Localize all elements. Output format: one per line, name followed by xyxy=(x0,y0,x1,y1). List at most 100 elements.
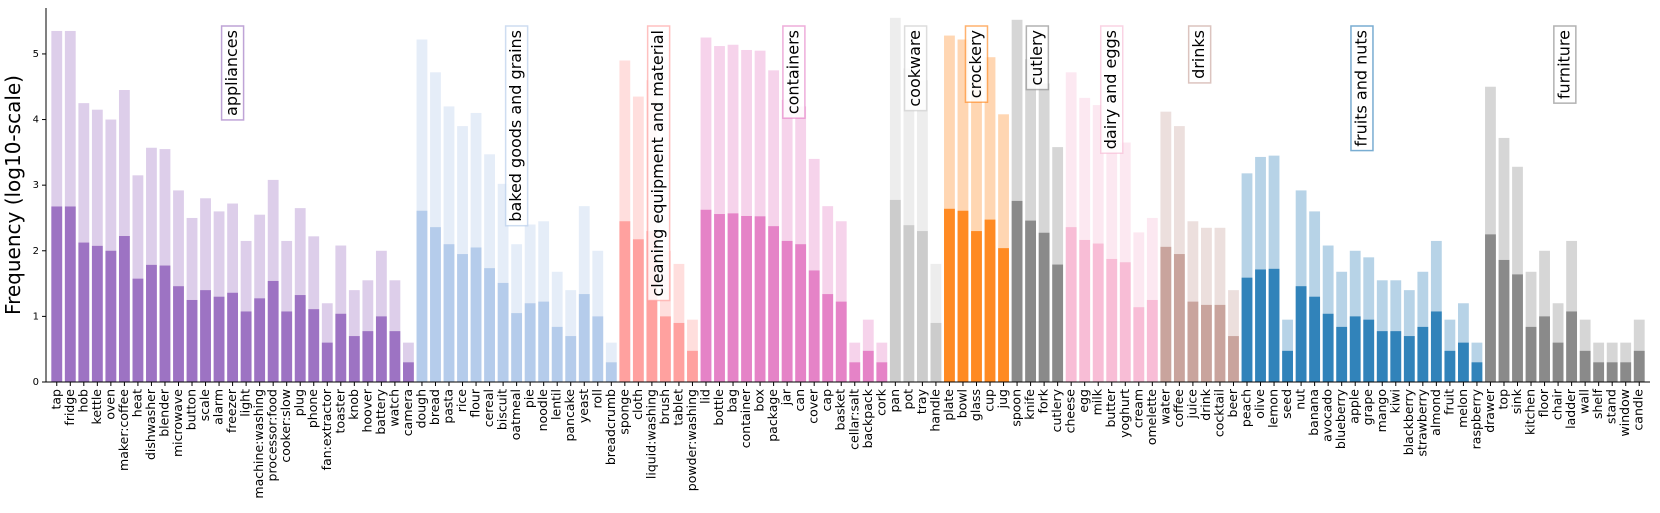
x-tick-label: yeast xyxy=(576,389,591,423)
x-tick-label: bottle xyxy=(711,389,726,426)
x-tick-label: shelf xyxy=(1590,388,1605,419)
x-tick-label: cooker:slow xyxy=(278,389,293,463)
bar-half-noodle xyxy=(538,301,550,382)
bar-half-top xyxy=(1498,259,1510,382)
bar-half-plug xyxy=(294,295,306,382)
group-label-box xyxy=(1025,25,1050,91)
x-tick-label: knob xyxy=(346,389,361,420)
bar-half-cup xyxy=(984,219,996,382)
bar-half-tray xyxy=(916,231,928,382)
x-tick-label: bag xyxy=(725,389,740,413)
bar-half-spoon xyxy=(1011,200,1023,382)
x-tick-label: cheese xyxy=(1063,389,1078,434)
bar-half-hoover xyxy=(362,331,374,382)
bar-half-sponge xyxy=(619,221,631,382)
group-label-box xyxy=(646,25,671,302)
bar-total-nut xyxy=(1295,190,1307,382)
bar-half-alarm xyxy=(213,296,225,382)
bar-half-oven xyxy=(105,250,117,382)
bar-half-cloth xyxy=(632,239,644,382)
bar-half-window xyxy=(1620,362,1632,382)
x-tick-label: seed xyxy=(1279,389,1294,419)
bar-half-glass xyxy=(971,231,982,382)
x-tick-label: tap xyxy=(48,389,63,410)
group-label-text: dairy and eggs xyxy=(1101,30,1120,149)
bar-total-drawer xyxy=(1485,86,1496,382)
bar-half-breadcrumb xyxy=(605,362,617,382)
x-tick-label: pasta xyxy=(441,389,456,424)
bar-half-light xyxy=(240,311,252,382)
x-tick-label: package xyxy=(765,389,780,442)
group-label-text: cutlery xyxy=(1027,30,1046,86)
bar-half-banana xyxy=(1309,296,1321,382)
bar-half-container xyxy=(741,215,752,382)
bar-half-phone xyxy=(308,309,320,382)
group-label-text: cleaning equipment and material xyxy=(648,30,667,297)
bars-layer xyxy=(51,17,1645,383)
bar-total-candle xyxy=(1633,319,1645,382)
bar-half-bottle xyxy=(714,214,725,382)
y-ticks-layer: 0 1 2 3 4 5 xyxy=(33,49,46,388)
x-tick-label: sponge xyxy=(616,389,631,435)
x-tick-label: toaster xyxy=(332,388,347,433)
bar-half-pie xyxy=(524,303,536,382)
x-tick-label: spoon xyxy=(1009,389,1024,427)
x-ticks-layer: tapfridgehobkettleovenmaker:coffeeheatdi… xyxy=(48,382,1646,499)
bar-total-powder-washing xyxy=(687,319,698,382)
x-tick-label: noodle xyxy=(535,389,550,432)
bar-half-drink xyxy=(1201,304,1212,382)
x-tick-label: cover xyxy=(806,388,821,424)
x-tick-label: jug xyxy=(995,389,1010,409)
x-tick-label: almond xyxy=(1428,389,1443,436)
bar-half-powder-washing xyxy=(687,350,698,382)
x-tick-label: box xyxy=(752,389,767,412)
x-tick-label: tablet xyxy=(670,389,685,426)
bar-half-flour xyxy=(470,247,482,382)
bar-half-machine-washing xyxy=(254,298,266,382)
x-tick-label: nut xyxy=(1293,389,1308,410)
x-tick-label: kettle xyxy=(89,389,104,425)
x-tick-label: ladder xyxy=(1563,388,1578,429)
x-tick-label: cutlery xyxy=(1049,388,1064,432)
bar-half-brush xyxy=(659,316,671,382)
x-tick-label: phone xyxy=(305,389,320,428)
x-tick-label: microwave xyxy=(170,389,185,457)
bar-half-knob xyxy=(348,336,360,382)
x-tick-label: avocado xyxy=(1320,389,1335,442)
x-tick-label: coffee xyxy=(1171,389,1186,428)
x-tick-label: lid xyxy=(697,389,712,404)
bar-half-tablet xyxy=(673,322,685,382)
bar-half-lentil xyxy=(551,326,563,382)
group-label-cutlery: cutlery xyxy=(1025,25,1050,91)
x-tick-label: maker:coffee xyxy=(116,389,131,471)
x-tick-label: bread xyxy=(427,389,442,425)
x-tick-label: cream xyxy=(1130,389,1145,428)
bar-half-toaster xyxy=(335,313,347,382)
group-label-text: baked goods and grains xyxy=(506,30,525,222)
group-label-text: furniture xyxy=(1554,30,1573,99)
bar-half-kiwi xyxy=(1390,331,1402,382)
y-tick-label: 5 xyxy=(33,49,39,60)
bar-half-camera xyxy=(403,362,414,382)
x-tick-label: chair xyxy=(1550,388,1565,420)
bar-total-dough xyxy=(416,39,428,382)
x-tick-label: wall xyxy=(1577,389,1592,414)
x-tick-label: raspberry xyxy=(1468,388,1483,449)
bar-half-cap xyxy=(822,294,834,382)
x-tick-label: grape xyxy=(1360,389,1375,426)
bar-half-processor-food xyxy=(267,280,279,382)
x-tick-label: fridge xyxy=(62,389,77,426)
y-tick-label: 2 xyxy=(33,246,39,257)
x-tick-label: lentil xyxy=(549,389,564,420)
bar-total-fruit xyxy=(1444,319,1456,382)
bar-half-egg xyxy=(1079,239,1091,382)
x-tick-label: plug xyxy=(292,389,307,416)
bar-half-cork xyxy=(876,362,888,382)
x-tick-label: dishwasher xyxy=(143,388,158,460)
bar-half-shelf xyxy=(1593,362,1605,382)
bar-half-freezer xyxy=(227,292,239,382)
bar-total-glass xyxy=(971,80,982,382)
bar-half-handle xyxy=(930,322,942,382)
group-label-appliances: appliances xyxy=(220,25,245,121)
bar-half-button xyxy=(186,299,198,382)
